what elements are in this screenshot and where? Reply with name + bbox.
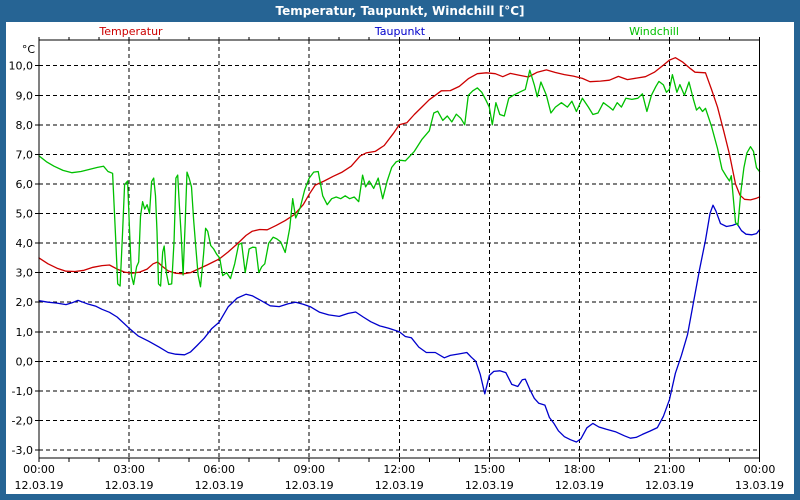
x-tick-date-label: 12.03.19: [105, 479, 154, 492]
window-titlebar: Temperatur, Taupunkt, Windchill [°C]: [0, 0, 800, 22]
y-tick-label: 0,0: [16, 355, 34, 368]
plot-border: [38, 39, 760, 459]
x-tick-time-label: 21:00: [654, 463, 686, 476]
x-tick-date-label: 12.03.19: [15, 479, 64, 492]
legend-windchill: Windchill: [629, 25, 679, 38]
y-axis-unit-label: °C: [22, 43, 36, 56]
x-tick-date-label: 12.03.19: [555, 479, 604, 492]
y-tick-label: 5,0: [16, 208, 34, 221]
y-tick-label: 2,0: [16, 296, 34, 309]
legend-taupunkt: Taupunkt: [374, 25, 426, 38]
x-tick-date-label: 13.03.19: [735, 479, 784, 492]
x-tick-date-label: 12.03.19: [195, 479, 244, 492]
x-tick-time-label: 06:00: [203, 463, 235, 476]
x-tick-date-label: 12.03.19: [465, 479, 514, 492]
chart-area: Temperatur Taupunkt Windchill 10,0 9,0 8,0…: [6, 22, 794, 494]
x-tick-time-label: 09:00: [293, 463, 325, 476]
x-tick-time-label: 12:00: [383, 463, 415, 476]
x-tick-time-label: 00:00: [23, 463, 55, 476]
series-line-temperatur: [38, 57, 761, 275]
y-tick-label: 6,0: [16, 178, 34, 191]
y-tick-label: -3,0: [12, 444, 33, 457]
x-tick-date-label: 12.03.19: [285, 479, 334, 492]
x-tick-date-label: 12.03.19: [375, 479, 424, 492]
y-tick-label: 9,0: [16, 89, 34, 102]
x-tick-time-label: 00:00: [744, 463, 776, 476]
legend-temperatur: Temperatur: [99, 25, 163, 38]
y-tick-label: 8,0: [16, 119, 34, 132]
chart-plot: 10,0 9,0 8,0 7,0 6,0 5,0 4,0 3,0 2,0 1,0 0,0 -1,0 -2…: [9, 37, 784, 492]
x-tick-time-label: 18:00: [564, 463, 596, 476]
y-tick-label: -1,0: [12, 385, 33, 398]
y-tick-label: 1,0: [16, 326, 34, 339]
series-line-windchill: [38, 69, 761, 288]
y-tick-label: 10,0: [9, 60, 34, 73]
x-tick-time-label: 15:00: [473, 463, 505, 476]
series-line-taupunkt: [38, 204, 761, 443]
x-tick-date-label: 12.03.19: [645, 479, 694, 492]
y-tick-label: 3,0: [16, 267, 34, 280]
window-title: Temperatur, Taupunkt, Windchill [°C]: [275, 4, 525, 18]
y-tick-label: 4,0: [16, 237, 34, 250]
y-tick-label: 7,0: [16, 148, 34, 161]
x-tick-time-label: 03:00: [113, 463, 145, 476]
y-tick-label: -2,0: [12, 414, 33, 427]
